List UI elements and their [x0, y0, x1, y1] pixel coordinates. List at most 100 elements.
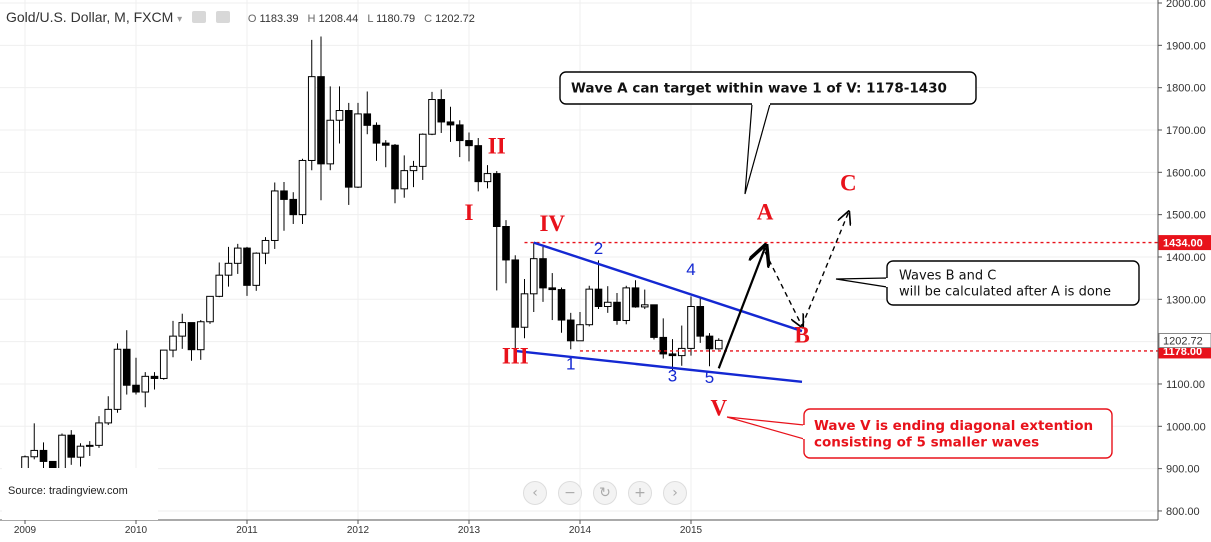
dropdown-icon[interactable]: ▾ [177, 14, 183, 25]
candle-body [502, 226, 510, 261]
wave-label: 5 [705, 368, 714, 387]
y-tick-label: 1800.00 [1166, 83, 1206, 95]
candle-body [400, 170, 409, 190]
candle-body [539, 258, 547, 289]
y-tick-label: 1300.00 [1166, 294, 1206, 306]
wave-label: A [757, 200, 774, 225]
open-value: 1183.39 [259, 13, 299, 25]
candle-body [261, 239, 270, 254]
y-tick-label: 1700.00 [1166, 125, 1206, 137]
candle-body [705, 335, 714, 350]
wave-label: 1 [566, 355, 575, 374]
candle-body [354, 113, 362, 188]
y-tick-label: 2000.00 [1166, 0, 1206, 10]
y-tick-label: 800.00 [1166, 506, 1200, 518]
candle-body [363, 113, 372, 126]
candle-body [437, 99, 446, 123]
price-tag [1158, 235, 1211, 251]
candle-body [39, 449, 48, 462]
candle-body [622, 287, 631, 321]
wave-label: B [794, 322, 809, 347]
candle-body [169, 335, 177, 351]
candle-body [696, 306, 705, 337]
candle-body [594, 288, 603, 308]
trendline [533, 241, 803, 333]
candle-body [372, 124, 381, 144]
source-box: Source: tradingview.com [2, 468, 158, 520]
candle-body [67, 434, 76, 458]
candle-body [465, 140, 473, 147]
candle-body [640, 304, 649, 308]
zoom-in-icon[interactable]: + [628, 481, 652, 505]
callout-text: consisting of 5 smaller waves [814, 434, 1039, 450]
x-tick-label: 2009 [14, 525, 37, 536]
candle-body [659, 336, 668, 355]
candle-body [455, 124, 464, 142]
wave-label: V [710, 395, 727, 420]
y-tick-label: 1500.00 [1166, 210, 1206, 222]
candle-body [529, 258, 538, 295]
callout-text: Wave A can target within wave 1 of V: 11… [571, 81, 947, 97]
open-label: O [247, 13, 257, 25]
price-tag [1158, 332, 1211, 348]
close-value: 1202.72 [435, 13, 475, 25]
wave-label: C [840, 171, 857, 196]
candle-body [113, 348, 122, 410]
close-label: C [424, 13, 433, 25]
callout-text: Waves B and C [899, 269, 996, 284]
wave-label: 2 [594, 239, 603, 258]
candle-body [566, 319, 575, 342]
ohlc-readout: O 1183.39 H 1208.44 L 1180.79 C 1202.72 [248, 13, 475, 25]
candle-body [428, 99, 436, 135]
candle-body [668, 353, 677, 357]
zoom-out-icon[interactable]: − [558, 481, 582, 505]
candle-body [714, 339, 723, 350]
wave-label: II [488, 134, 506, 159]
candle-body [631, 287, 640, 308]
candle-body [206, 295, 214, 323]
y-tick-label: 1100.00 [1166, 379, 1205, 391]
projection-arrow [801, 213, 848, 327]
candle-body [289, 198, 298, 216]
source-label: Source: tradingview.com [8, 485, 128, 497]
candle-body [159, 349, 168, 379]
candle-body [446, 121, 455, 126]
price-tag-label: 1202.72 [1163, 335, 1203, 347]
wave-label: 3 [668, 366, 677, 385]
candle-body [687, 306, 695, 349]
settings-icon[interactable] [192, 11, 207, 23]
candle-body [483, 173, 492, 183]
candle-body [141, 375, 150, 393]
candle-body [548, 287, 557, 291]
candle-body [233, 247, 242, 264]
x-tick-label: 2013 [458, 525, 481, 536]
visibility-icon[interactable] [215, 11, 230, 23]
callout-text: Wave V is ending diagonal extention [814, 418, 1093, 434]
candlestick-series [21, 36, 723, 511]
candle-body [344, 110, 353, 188]
chevron-left-icon[interactable]: ‹ [523, 481, 547, 505]
reset-icon[interactable]: ↻ [593, 481, 617, 505]
chevron-right-icon[interactable]: › [663, 481, 687, 505]
candle-body [418, 133, 427, 167]
x-tick-label: 2012 [347, 525, 370, 536]
candle-body [122, 348, 131, 386]
x-tick-label: 2010 [125, 525, 148, 536]
candle-body [243, 247, 251, 286]
candle-body [76, 445, 85, 458]
candle-body [492, 173, 501, 228]
high-value: 1208.44 [318, 13, 359, 25]
low-value: 1180.79 [376, 13, 416, 25]
candle-body [307, 76, 316, 161]
candle-body [603, 301, 612, 308]
wave-label: IV [539, 211, 565, 236]
callout-text: will be calculated after A is done [899, 285, 1111, 300]
y-tick-label: 1400.00 [1166, 252, 1206, 264]
chart-navigation: ‹ − ↻ + › [523, 481, 693, 505]
symbol-title[interactable]: Gold/U.S. Dollar, M, FXCM [6, 9, 174, 25]
candle-body [196, 321, 205, 351]
candle-body [224, 262, 233, 276]
candle-body [95, 422, 103, 446]
